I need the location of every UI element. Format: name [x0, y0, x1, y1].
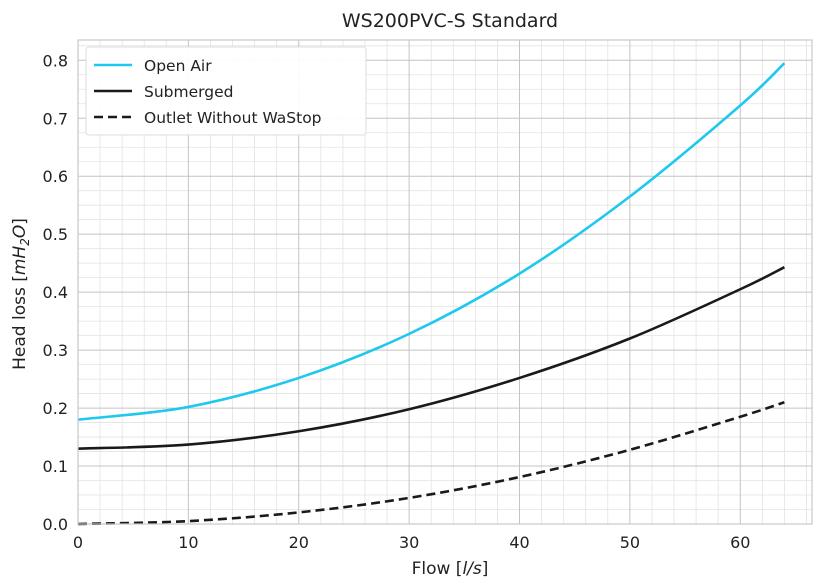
chart-title: WS200PVC-S Standard: [342, 10, 558, 32]
series-line-open-air: [77, 62, 786, 421]
series-line-outlet-without-wastop: [77, 401, 785, 526]
y-tick-label: 0.0: [43, 515, 68, 534]
y-tick-label: 0.7: [43, 109, 68, 128]
legend-box: [85, 46, 367, 136]
y-tick-label: 0.8: [43, 51, 68, 70]
x-axis-label: Flow [l/s]: [412, 559, 489, 579]
y-tick-label: 0.1: [43, 457, 68, 476]
y-tick-label: 0.3: [43, 341, 68, 360]
series-lines: [77, 62, 786, 526]
legend-label-submerged: Submerged: [144, 83, 233, 101]
x-tick-label: 10: [178, 533, 198, 552]
x-tick-label: 50: [620, 533, 640, 552]
x-tick-label: 60: [730, 533, 750, 552]
plot-frame: [77, 39, 813, 525]
legend: Open Air Submerged Outlet Without WaStop: [85, 46, 367, 136]
y-tick-label: 0.5: [43, 225, 68, 244]
series-line-submerged: [77, 266, 785, 450]
x-tick-label: 40: [509, 533, 529, 552]
y-tick-label: 0.2: [43, 399, 68, 418]
legend-label-outlet: Outlet Without WaStop: [144, 109, 322, 127]
x-tick-label: 0: [73, 533, 83, 552]
x-tick-label: 20: [289, 533, 309, 552]
x-tick-label: 30: [399, 533, 419, 552]
y-axis-ticks: 0.0 0.1 0.2 0.3 0.4 0.5 0.6 0.7 0.8: [43, 51, 68, 534]
x-axis-ticks: 0 10 20 30 40 50 60: [73, 533, 751, 552]
y-tick-label: 0.6: [43, 167, 68, 186]
y-axis-label: Head loss [mH2O]: [10, 218, 32, 370]
y-tick-label: 0.4: [43, 283, 68, 302]
legend-label-open-air: Open Air: [144, 57, 212, 75]
